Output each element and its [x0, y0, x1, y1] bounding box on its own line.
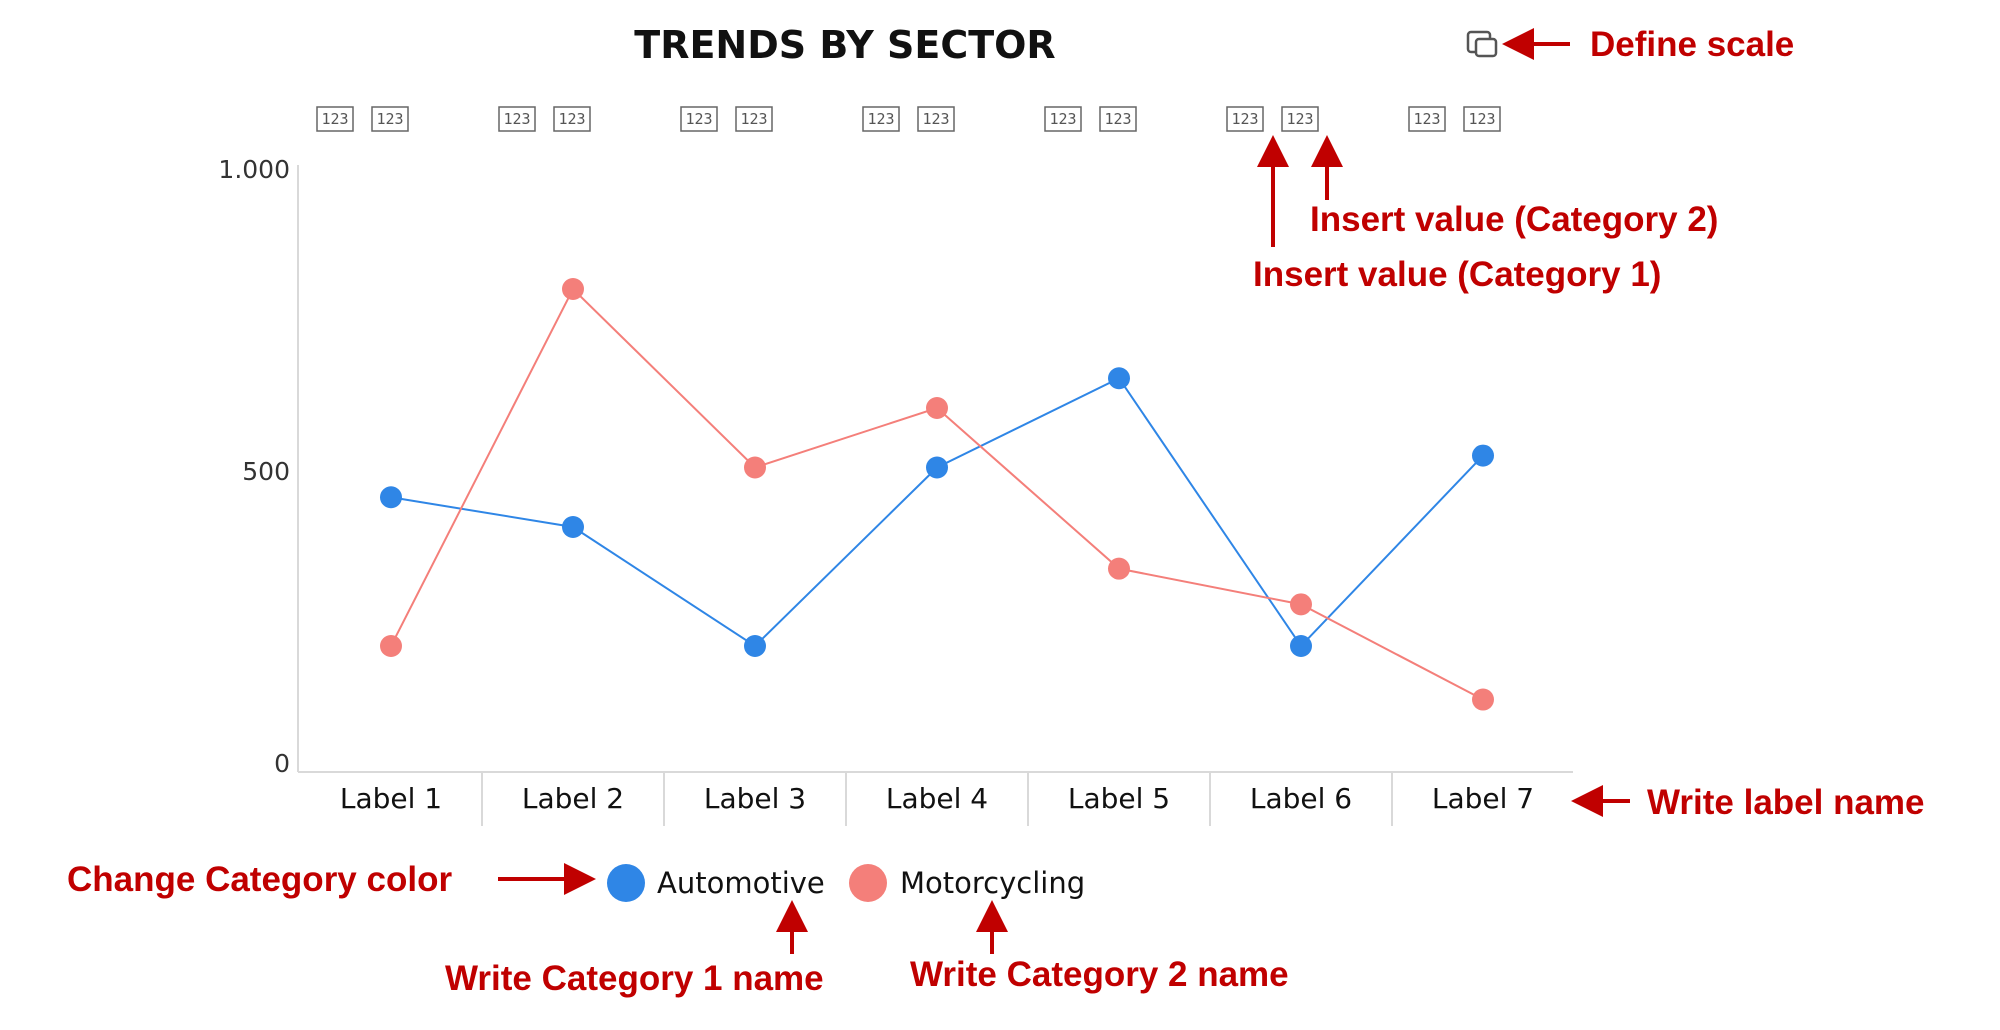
value-input-box-category-2[interactable]: 123 — [735, 106, 773, 132]
value-input-frame[interactable] — [498, 106, 536, 132]
value-input-box-category-1[interactable]: 123 — [862, 106, 900, 132]
value-input-placeholder: 123 — [922, 110, 949, 128]
series-layer — [380, 278, 1494, 711]
annotation-write-category2-name: Write Category 2 name — [910, 955, 1289, 994]
data-point-automotive — [1108, 367, 1130, 390]
data-point-motorcycling — [744, 456, 766, 479]
value-input-box-category-1[interactable]: 123 — [1044, 106, 1082, 132]
chart-title: TRENDS BY SECTOR — [634, 23, 1055, 67]
value-input-frame[interactable] — [917, 106, 955, 132]
annotation-write-category1-name: Write Category 1 name — [445, 959, 824, 998]
value-input-frame[interactable] — [1226, 106, 1264, 132]
data-point-automotive — [562, 516, 584, 538]
series-line-motorcycling — [390, 287, 1484, 701]
value-input-frame[interactable] — [1044, 106, 1082, 132]
y-tick-label: 1.000 — [218, 155, 290, 184]
legend-swatch-motorcycling[interactable] — [849, 864, 887, 902]
x-label[interactable]: Label 3 — [704, 782, 806, 815]
value-input-frame[interactable] — [371, 106, 409, 132]
annotation-insert-value-cat2: Insert value (Category 2) — [1310, 200, 1718, 239]
value-input-box-category-1[interactable]: 123 — [498, 106, 536, 132]
x-label[interactable]: Label 4 — [886, 782, 988, 815]
y-tick-label: 500 — [242, 457, 290, 486]
value-input-placeholder: 123 — [1231, 110, 1258, 128]
value-input-box-category-2[interactable]: 123 — [917, 106, 955, 132]
value-input-box-category-1[interactable]: 123 — [316, 106, 354, 132]
annotation-arrows — [498, 28, 1630, 954]
value-input-placeholder: 123 — [1468, 110, 1495, 128]
data-point-automotive — [926, 456, 948, 479]
x-label[interactable]: Label 1 — [340, 782, 442, 815]
value-input-frame[interactable] — [1099, 106, 1137, 132]
value-input-placeholder: 123 — [558, 110, 585, 128]
annotation-write-label-name: Write label name — [1647, 783, 1925, 822]
value-input-box-category-2[interactable]: 123 — [371, 106, 409, 132]
value-input-placeholder: 123 — [685, 110, 712, 128]
x-label[interactable]: Label 5 — [1068, 782, 1170, 815]
legend-label-motorcycling[interactable]: Motorcycling — [900, 866, 1085, 900]
value-input-frame[interactable] — [1281, 106, 1319, 132]
data-point-motorcycling — [1108, 557, 1130, 580]
data-point-automotive — [380, 486, 402, 509]
value-input-frame[interactable] — [553, 106, 591, 132]
copy-layers-icon[interactable] — [1466, 30, 1498, 58]
value-input-box-category-1[interactable]: 123 — [1408, 106, 1446, 132]
x-label[interactable]: Label 2 — [522, 782, 624, 815]
value-input-frame[interactable] — [1408, 106, 1446, 132]
value-input-box-category-1[interactable]: 123 — [680, 106, 718, 132]
value-input-placeholder: 123 — [1286, 110, 1313, 128]
legend-label-automotive[interactable]: Automotive — [657, 866, 825, 900]
value-input-placeholder: 123 — [376, 110, 403, 128]
value-input-placeholder: 123 — [1413, 110, 1440, 128]
data-point-motorcycling — [1290, 593, 1312, 616]
annotation-define-scale: Define scale — [1590, 25, 1794, 64]
data-point-automotive — [744, 635, 766, 657]
data-point-motorcycling — [1472, 688, 1494, 711]
value-input-frame[interactable] — [680, 106, 718, 132]
x-separators — [481, 772, 1393, 826]
y-tick-label: 0 — [274, 749, 290, 778]
data-point-automotive — [1290, 635, 1312, 657]
value-input-placeholder: 123 — [1049, 110, 1076, 128]
value-input-placeholder: 123 — [321, 110, 348, 128]
value-input-placeholder: 123 — [1104, 110, 1131, 128]
value-input-placeholder: 123 — [867, 110, 894, 128]
value-input-placeholder: 123 — [503, 110, 530, 128]
value-input-box-category-2[interactable]: 123 — [1463, 106, 1501, 132]
data-point-motorcycling — [562, 278, 584, 300]
value-input-placeholder: 123 — [740, 110, 767, 128]
value-input-frame[interactable] — [735, 106, 773, 132]
value-input-box-category-2[interactable]: 123 — [553, 106, 591, 132]
x-label[interactable]: Label 7 — [1432, 782, 1534, 815]
value-input-boxes: 123 123 123 123 123 123 123 123 123 123 123 123 123 1… — [316, 106, 1501, 132]
value-input-frame[interactable] — [862, 106, 900, 132]
value-input-box-category-1[interactable]: 123 — [1226, 106, 1264, 132]
data-point-motorcycling — [926, 397, 948, 419]
value-input-frame[interactable] — [1463, 106, 1501, 132]
annotation-insert-value-cat1: Insert value (Category 1) — [1253, 255, 1661, 294]
data-point-automotive — [1472, 444, 1494, 467]
value-input-box-category-2[interactable]: 123 — [1099, 106, 1137, 132]
value-input-frame[interactable] — [316, 106, 354, 132]
annotation-change-category-color: Change Category color — [67, 860, 452, 899]
value-input-box-category-2[interactable]: 123 — [1281, 106, 1319, 132]
x-label[interactable]: Label 6 — [1250, 782, 1352, 815]
legend-swatch-automotive[interactable] — [607, 864, 645, 902]
data-point-motorcycling — [380, 635, 402, 657]
